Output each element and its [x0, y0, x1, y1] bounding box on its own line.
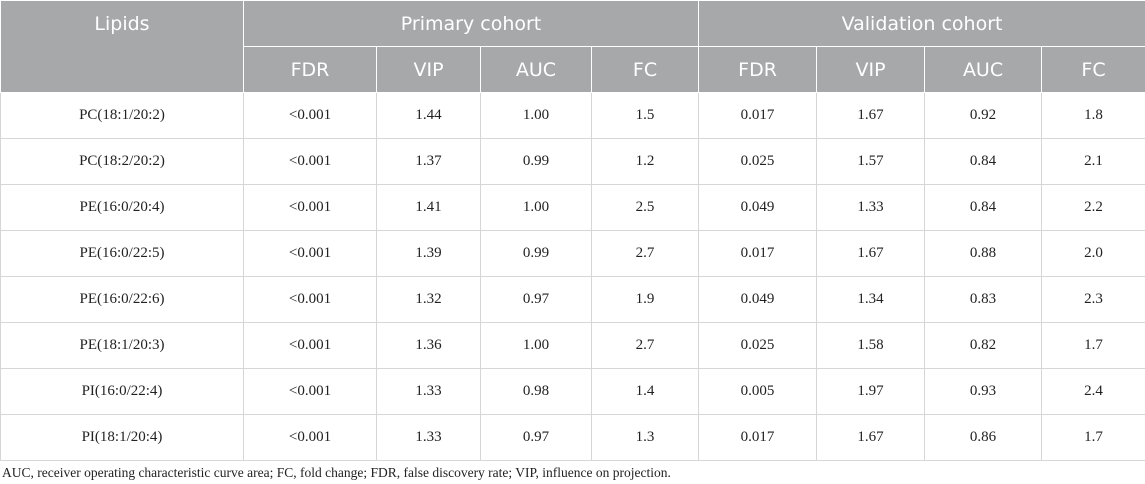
cell-primary-vip: 1.41: [376, 184, 481, 231]
header-primary-auc: AUC: [480, 46, 592, 93]
cell-validation-auc: 0.92: [924, 92, 1043, 139]
cell-validation-auc: 0.88: [924, 230, 1043, 277]
cell-primary-fc: 1.3: [590, 414, 700, 461]
cell-lipid: PE(16:0/20:4): [0, 184, 244, 231]
cell-validation-fc: 2.1: [1041, 138, 1145, 185]
header-validation-cohort: Validation cohort: [698, 0, 1145, 47]
cell-primary-auc: 0.98: [480, 368, 592, 415]
cell-validation-fc: 2.2: [1041, 184, 1145, 231]
table-row: PE(18:1/20:3) <0.001 1.36 1.00 2.7 0.025 1.58 0…: [0, 322, 1145, 369]
cell-primary-fc: 1.5: [590, 92, 700, 139]
table-body: PC(18:1/20:2) <0.001 1.44 1.00 1.5 0.017 1.67 0…: [0, 92, 1145, 461]
cell-validation-auc: 0.93: [924, 368, 1043, 415]
cell-primary-vip: 1.33: [376, 368, 481, 415]
cell-lipid: PI(18:1/20:4): [0, 414, 244, 461]
cell-lipid: PI(16:0/22:4): [0, 368, 244, 415]
cell-lipid: PE(16:0/22:6): [0, 276, 244, 323]
cell-validation-fdr: 0.005: [698, 368, 818, 415]
cell-primary-vip: 1.32: [376, 276, 481, 323]
cell-validation-auc: 0.82: [924, 322, 1043, 369]
table-row: PE(16:0/22:5) <0.001 1.39 0.99 2.7 0.017 1.67 0…: [0, 230, 1145, 277]
cell-primary-fc: 1.4: [590, 368, 700, 415]
header-validation-vip: VIP: [816, 46, 926, 93]
cell-validation-vip: 1.97: [816, 368, 926, 415]
cell-lipid: PC(18:2/20:2): [0, 138, 244, 185]
cell-validation-fc: 1.7: [1041, 414, 1145, 461]
cell-primary-auc: 0.97: [480, 414, 592, 461]
cell-primary-vip: 1.33: [376, 414, 481, 461]
cell-primary-fdr: <0.001: [243, 184, 377, 231]
cell-lipid: PE(18:1/20:3): [0, 322, 244, 369]
cell-primary-fc: 2.5: [590, 184, 700, 231]
table-row: PI(16:0/22:4) <0.001 1.33 0.98 1.4 0.005 1.97 0…: [0, 368, 1145, 415]
cell-primary-fdr: <0.001: [243, 230, 377, 277]
lipid-table: Lipids Primary cohort Validation cohort …: [0, 0, 1145, 461]
cell-validation-fc: 2.3: [1041, 276, 1145, 323]
cell-primary-fdr: <0.001: [243, 276, 377, 323]
cell-validation-vip: 1.67: [816, 230, 926, 277]
cell-validation-vip: 1.57: [816, 138, 926, 185]
cell-validation-fdr: 0.017: [698, 92, 818, 139]
cell-primary-auc: 1.00: [480, 184, 592, 231]
cell-validation-vip: 1.58: [816, 322, 926, 369]
cell-validation-auc: 0.86: [924, 414, 1043, 461]
cell-validation-fdr: 0.017: [698, 414, 818, 461]
cell-validation-fc: 1.7: [1041, 322, 1145, 369]
header-row-sub: FDR VIP AUC FC FDR VIP AUC FC: [1, 46, 1145, 93]
cell-validation-auc: 0.84: [924, 138, 1043, 185]
table-row: PC(18:2/20:2) <0.001 1.37 0.99 1.2 0.025 1.57 0…: [0, 138, 1145, 185]
cell-primary-fc: 1.9: [590, 276, 700, 323]
cell-primary-fdr: <0.001: [243, 138, 377, 185]
cell-validation-fc: 2.0: [1041, 230, 1145, 277]
header-lipids: Lipids: [0, 0, 244, 93]
table-footnote: AUC, receiver operating characteristic c…: [2, 465, 671, 480]
header-validation-fdr: FDR: [698, 46, 818, 93]
header-primary-cohort: Primary cohort: [242, 0, 700, 47]
cell-primary-fdr: <0.001: [243, 322, 377, 369]
cell-validation-vip: 1.67: [816, 92, 926, 139]
cell-validation-vip: 1.34: [816, 276, 926, 323]
cell-validation-fc: 1.8: [1041, 92, 1145, 139]
table-row: PE(16:0/22:6) <0.001 1.32 0.97 1.9 0.049 1.34 0…: [0, 276, 1145, 323]
cell-primary-fc: 2.7: [590, 230, 700, 277]
table-row: PC(18:1/20:2) <0.001 1.44 1.00 1.5 0.017 1.67 0…: [0, 92, 1145, 139]
header-primary-fc: FC: [590, 46, 700, 93]
cell-primary-vip: 1.39: [376, 230, 481, 277]
cell-primary-auc: 0.97: [480, 276, 592, 323]
cell-primary-vip: 1.36: [376, 322, 481, 369]
cell-validation-fdr: 0.025: [698, 138, 818, 185]
cell-primary-auc: 0.99: [480, 230, 592, 277]
header-validation-auc: AUC: [924, 46, 1043, 93]
cell-primary-fc: 2.7: [590, 322, 700, 369]
cell-primary-fc: 1.2: [590, 138, 700, 185]
table-header: Lipids Primary cohort Validation cohort …: [0, 0, 1145, 93]
cell-validation-vip: 1.33: [816, 184, 926, 231]
header-primary-fdr: FDR: [243, 46, 377, 93]
cell-validation-fc: 2.4: [1041, 368, 1145, 415]
cell-validation-vip: 1.67: [816, 414, 926, 461]
cell-primary-auc: 0.99: [480, 138, 592, 185]
cell-lipid: PE(16:0/22:5): [0, 230, 244, 277]
header-primary-vip: VIP: [376, 46, 481, 93]
cell-validation-auc: 0.83: [924, 276, 1043, 323]
cell-primary-auc: 1.00: [480, 92, 592, 139]
cell-primary-auc: 1.00: [480, 322, 592, 369]
cell-validation-fdr: 0.049: [698, 184, 818, 231]
table-row: PI(18:1/20:4) <0.001 1.33 0.97 1.3 0.017 1.67 0…: [0, 414, 1145, 461]
cell-primary-fdr: <0.001: [243, 92, 377, 139]
cell-primary-fdr: <0.001: [243, 368, 377, 415]
table-row: PE(16:0/20:4) <0.001 1.41 1.00 2.5 0.049 1.33 0…: [0, 184, 1145, 231]
header-row-top: Lipids Primary cohort Validation cohort: [0, 0, 1145, 93]
cell-validation-fdr: 0.017: [698, 230, 818, 277]
cell-validation-fdr: 0.025: [698, 322, 818, 369]
cell-primary-vip: 1.37: [376, 138, 481, 185]
header-validation-fc: FC: [1041, 46, 1145, 93]
cell-validation-fdr: 0.049: [698, 276, 818, 323]
cell-primary-vip: 1.44: [376, 92, 481, 139]
cell-lipid: PC(18:1/20:2): [0, 92, 244, 139]
cell-validation-auc: 0.84: [924, 184, 1043, 231]
cell-primary-fdr: <0.001: [243, 414, 377, 461]
